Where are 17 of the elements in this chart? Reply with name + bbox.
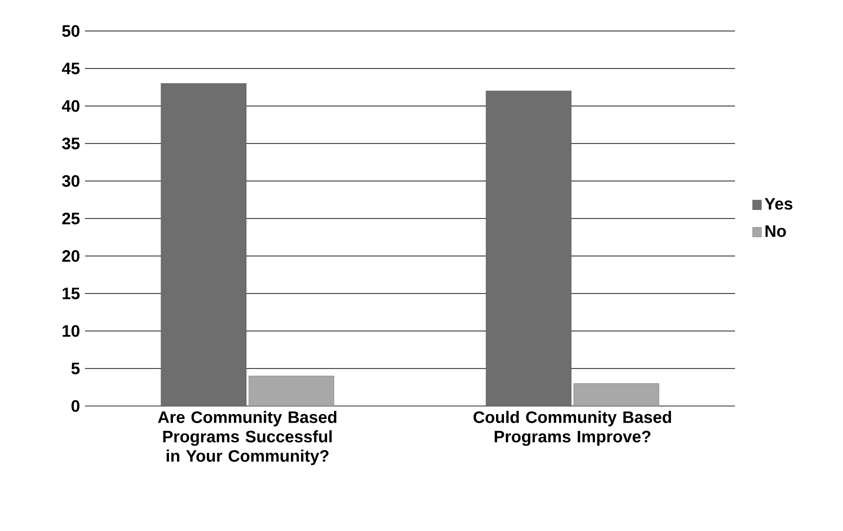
bar (248, 376, 334, 406)
y-tick-label: 30 (62, 175, 80, 187)
legend-label: No (766, 225, 786, 237)
x-tick-label: Are Community Based Programs Successful in Your Community? (158, 410, 336, 466)
y-tick-label: 15 (62, 288, 80, 300)
y-tick-label: 5 (71, 362, 80, 374)
legend-label: Yes (764, 198, 792, 210)
bar (574, 383, 660, 406)
y-tick-label: 0 (72, 400, 80, 412)
y-tick-label: 40 (62, 100, 80, 112)
y-tick-label: 35 (62, 138, 80, 150)
y-tick-label: 45 (62, 62, 80, 74)
y-tick-label: 10 (62, 325, 80, 337)
y-tick-label: 25 (62, 212, 80, 224)
y-tick-label: 50 (62, 25, 80, 37)
y-tick-label: 20 (62, 250, 80, 262)
x-tick-label: Could Community Based Programs Improve? (474, 410, 672, 446)
